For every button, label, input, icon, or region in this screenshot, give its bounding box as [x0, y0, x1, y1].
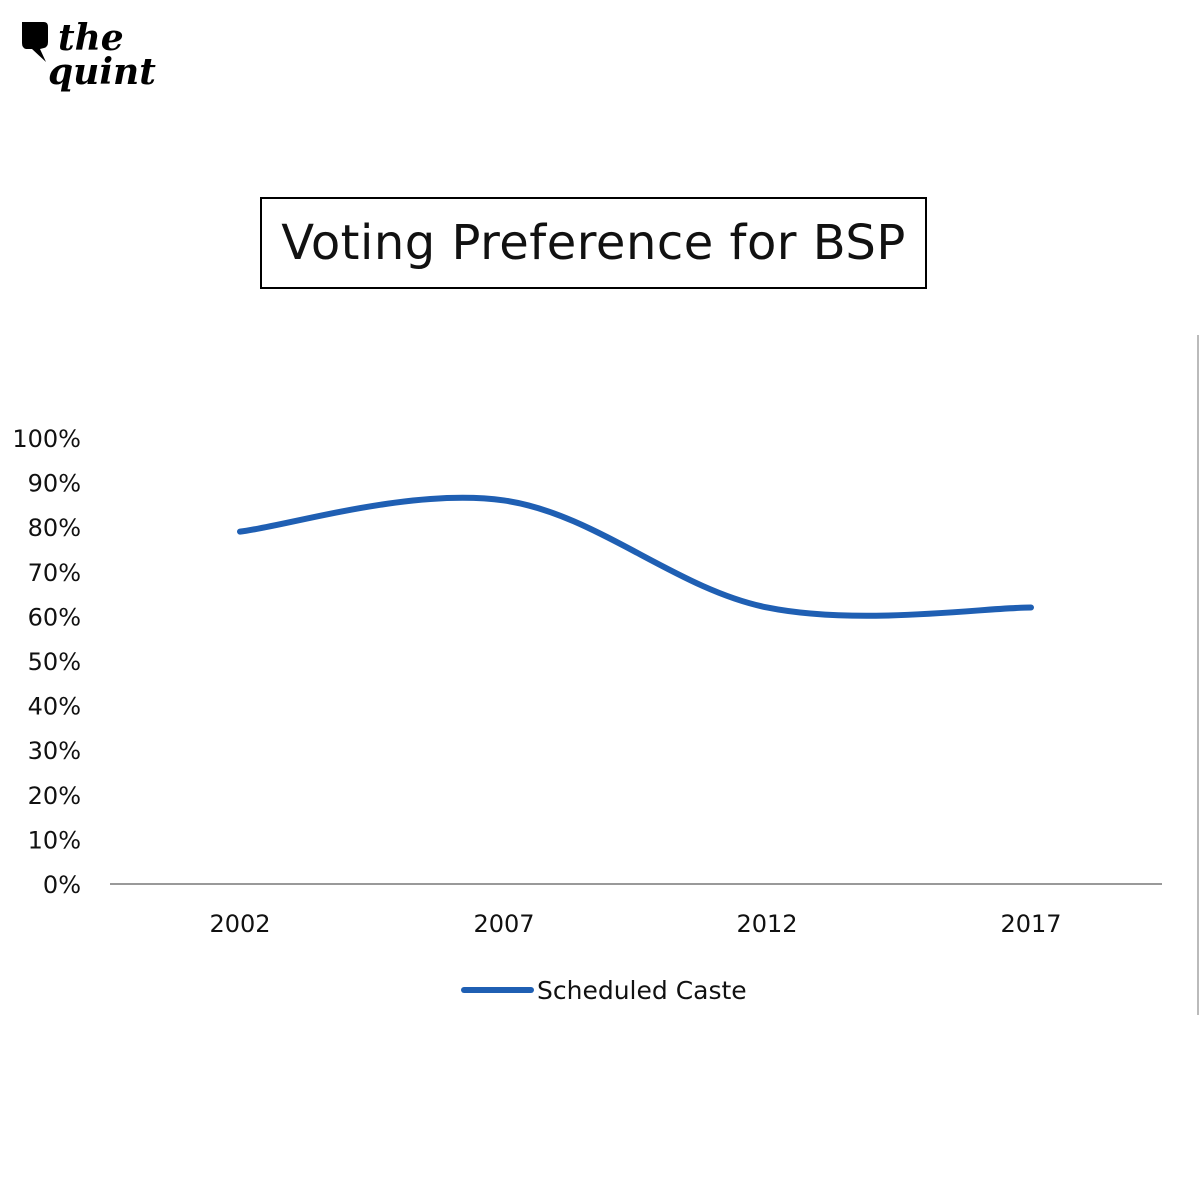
chart-title: Voting Preference for BSP	[281, 215, 906, 271]
y-tick-label: 80%	[28, 514, 81, 542]
brand-line1: the	[58, 18, 124, 59]
x-axis: 2002 2007 2012 2017	[209, 910, 1061, 938]
y-tick-label: 30%	[28, 737, 81, 765]
y-tick-label: 100%	[12, 425, 81, 453]
chart-title-box: Voting Preference for BSP	[260, 197, 927, 289]
y-tick-label: 70%	[28, 559, 81, 587]
x-tick-label: 2002	[209, 910, 270, 938]
y-tick-label: 0%	[43, 871, 81, 899]
x-tick-label: 2007	[473, 910, 534, 938]
x-tick-label: 2012	[736, 910, 797, 938]
brand-line2: quint	[48, 51, 156, 93]
y-tick-label: 90%	[28, 470, 81, 498]
speech-bubble-icon	[22, 22, 48, 62]
x-tick-label: 2017	[1000, 910, 1061, 938]
y-tick-label: 50%	[28, 648, 81, 676]
y-tick-label: 10%	[28, 826, 81, 854]
series-line-scheduled-caste	[237, 494, 1034, 619]
legend: Scheduled Caste	[461, 976, 747, 1005]
y-tick-label: 20%	[28, 782, 81, 810]
y-tick-label: 40%	[28, 693, 81, 721]
brand-logo: the quint	[22, 18, 156, 93]
y-tick-label: 60%	[28, 603, 81, 631]
legend-label: Scheduled Caste	[537, 976, 747, 1005]
y-axis: 0% 10% 20% 30% 40% 50% 60% 70% 80% 90% 100%	[12, 425, 81, 899]
